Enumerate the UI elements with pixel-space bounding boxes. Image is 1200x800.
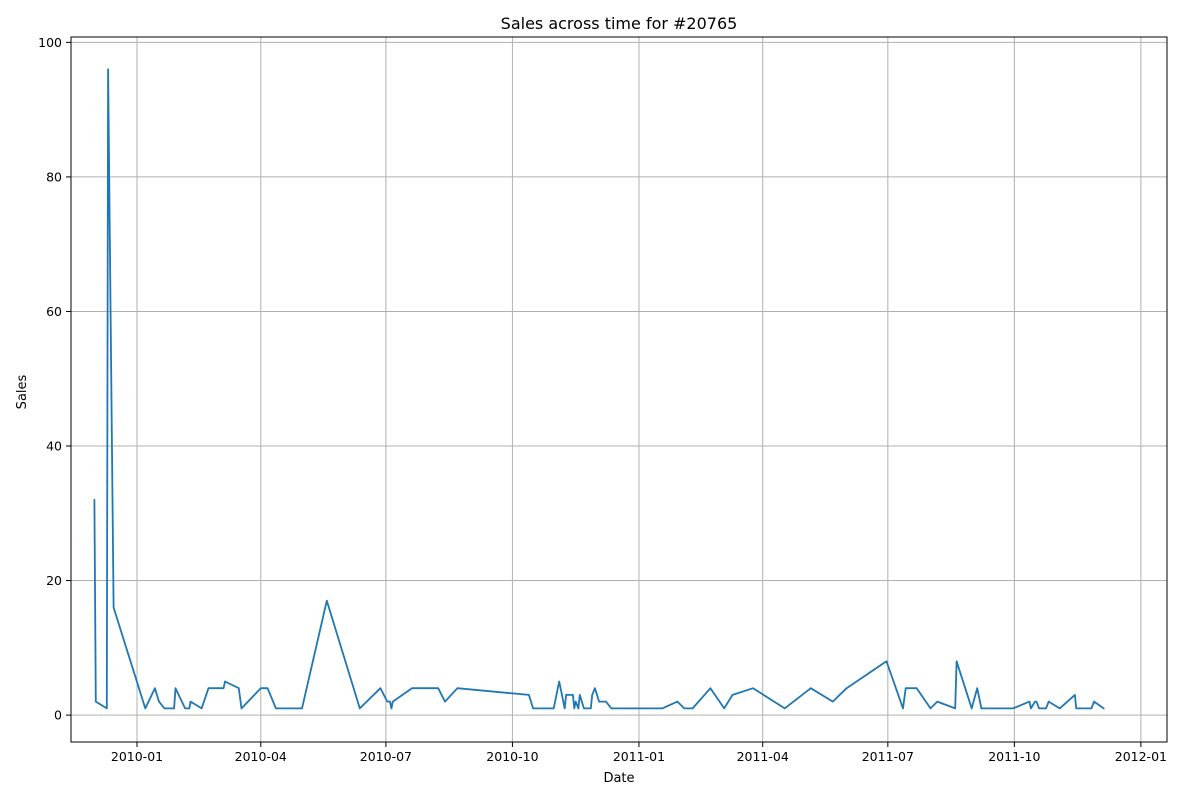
x-axis-ticks: 2010-01 2010-04 2010-07 2010-10 2011-01 2011-… <box>111 742 1167 764</box>
x-tick-label: 2011-07 <box>862 749 914 764</box>
x-tick-label: 2010-04 <box>235 749 287 764</box>
x-tick-label: 2010-07 <box>360 749 412 764</box>
y-axis-ticks: 0 20 40 60 80 100 <box>38 35 71 723</box>
x-tick-label: 2010-01 <box>111 749 163 764</box>
y-tick-label: 0 <box>54 708 62 723</box>
x-tick-label: 2011-01 <box>613 749 665 764</box>
y-axis-label: Sales <box>15 374 30 409</box>
y-tick-label: 40 <box>46 439 62 454</box>
chart-title: Sales across time for #20765 <box>501 14 738 33</box>
x-tick-label: 2011-10 <box>988 749 1040 764</box>
y-tick-label: 60 <box>46 304 62 319</box>
y-tick-label: 80 <box>46 169 62 184</box>
y-tick-label: 100 <box>38 35 62 50</box>
x-tick-label: 2012-01 <box>1115 749 1167 764</box>
grid <box>71 37 1167 742</box>
x-tick-label: 2010-10 <box>486 749 538 764</box>
x-tick-label: 2011-04 <box>737 749 789 764</box>
plot-frame <box>70 36 1168 743</box>
series-layer <box>93 68 1105 710</box>
x-axis-label: Date <box>603 771 634 786</box>
y-tick-label: 20 <box>46 573 62 588</box>
sales-series-line <box>93 68 1105 710</box>
